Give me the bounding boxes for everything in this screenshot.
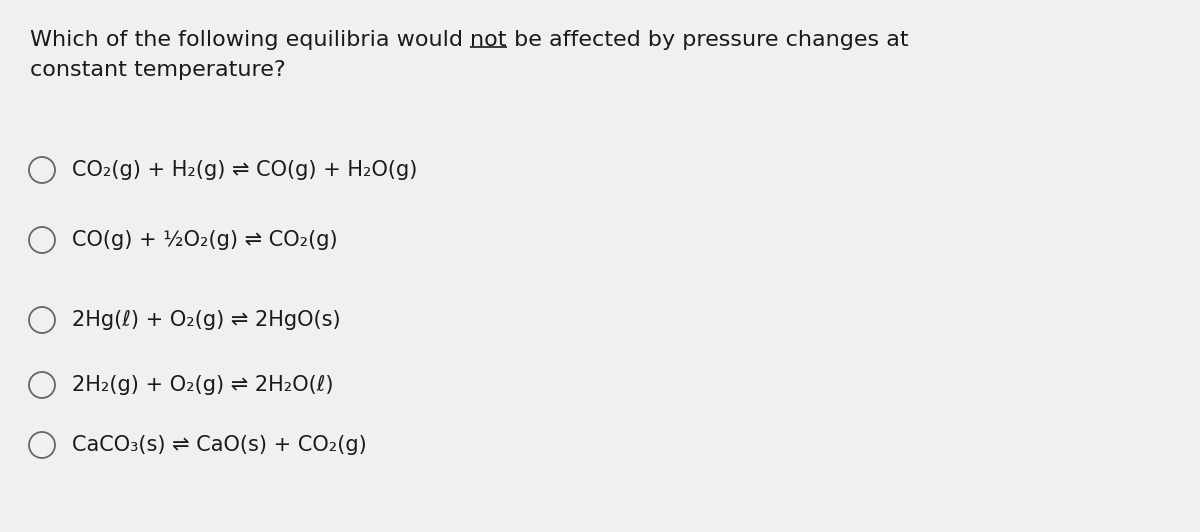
Text: CO₂(g) + H₂(g) ⇌ CO(g) + H₂O(g): CO₂(g) + H₂(g) ⇌ CO(g) + H₂O(g) <box>72 160 418 180</box>
Text: CaCO₃(s) ⇌ CaO(s) + CO₂(g): CaCO₃(s) ⇌ CaO(s) + CO₂(g) <box>72 435 367 455</box>
Text: 2H₂(g) + O₂(g) ⇌ 2H₂O(ℓ): 2H₂(g) + O₂(g) ⇌ 2H₂O(ℓ) <box>72 375 334 395</box>
Text: not: not <box>470 30 506 50</box>
Text: be affected by pressure changes at: be affected by pressure changes at <box>506 30 908 50</box>
Text: CO(g) + ½O₂(g) ⇌ CO₂(g): CO(g) + ½O₂(g) ⇌ CO₂(g) <box>72 230 337 250</box>
Text: constant temperature?: constant temperature? <box>30 60 286 80</box>
Text: Which of the following equilibria would: Which of the following equilibria would <box>30 30 470 50</box>
Text: 2Hg(ℓ) + O₂(g) ⇌ 2HgO(s): 2Hg(ℓ) + O₂(g) ⇌ 2HgO(s) <box>72 310 341 330</box>
